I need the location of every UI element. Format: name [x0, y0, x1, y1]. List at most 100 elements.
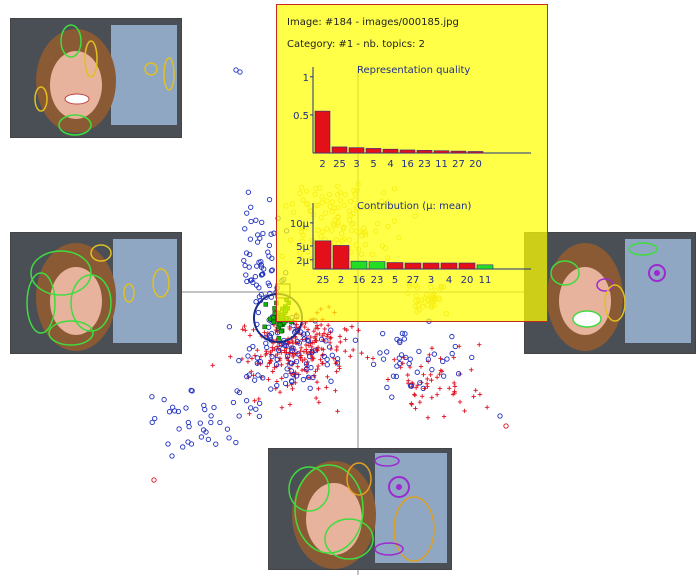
- scatter-point: [425, 415, 431, 420]
- scatter-point: [401, 336, 407, 342]
- scatter-point: [397, 360, 403, 367]
- scatter-point: [303, 347, 309, 352]
- scatter-point: [318, 336, 325, 342]
- scatter-point: [310, 374, 316, 381]
- category-label: 25: [333, 159, 346, 170]
- scatter-point: [420, 394, 425, 399]
- scatter-point: [165, 441, 171, 447]
- scatter-point: [245, 189, 251, 195]
- bar: [350, 260, 368, 270]
- thumbnail-left[interactable]: [10, 232, 182, 354]
- scatter-point: [241, 257, 247, 264]
- scatter-point: [327, 335, 333, 341]
- scatter-point: [253, 263, 260, 269]
- scatter-point: [180, 444, 186, 450]
- bar-chart-1: 10µ 5µ 2µ 25 2 16 23 5 27 3 4 20 11: [290, 203, 531, 286]
- thumbnail-right[interactable]: [524, 232, 696, 354]
- scatter-point: [260, 375, 266, 381]
- bar: [458, 262, 476, 270]
- scatter-point: [402, 331, 408, 337]
- scatter-point: [247, 251, 253, 258]
- category-label: 4: [387, 159, 393, 170]
- scatter-point: [251, 327, 256, 332]
- scatter-point: [149, 419, 155, 426]
- scatter-point: [256, 400, 263, 407]
- scatter-point: [217, 419, 223, 426]
- scatter-point: [268, 358, 274, 364]
- scatter-point: [252, 377, 258, 383]
- scatter-point: [397, 339, 403, 346]
- scatter-point: [333, 388, 338, 393]
- scatter-point: [328, 378, 334, 384]
- scatter-point: [380, 356, 387, 362]
- scatter-point: [417, 380, 423, 386]
- scatter-point: [274, 344, 280, 349]
- scatter-point: [282, 350, 288, 355]
- scatter-point: [484, 405, 490, 410]
- scatter-point: [302, 356, 308, 362]
- scatter-point: [245, 353, 251, 359]
- scatter-point: [151, 477, 157, 483]
- scatter-point: [266, 324, 272, 330]
- scatter-point: [255, 372, 261, 378]
- scatter-point: [311, 328, 317, 334]
- scatter-point: [149, 394, 155, 400]
- scatter-point: [282, 380, 289, 387]
- scatter-point: [243, 250, 250, 256]
- scatter-point: [329, 352, 335, 358]
- scatter-point: [471, 394, 476, 399]
- scatter-point: [269, 255, 275, 261]
- scatter-point: [230, 399, 237, 406]
- y-tick-label: 5µ: [296, 242, 309, 253]
- scatter-point: [406, 360, 412, 367]
- scatter-point: [424, 381, 430, 386]
- scatter-point: [469, 354, 475, 361]
- scatter-point: [298, 348, 303, 354]
- scatter-point: [429, 395, 435, 400]
- scatter-point: [352, 337, 359, 343]
- scatter-point: [276, 347, 282, 353]
- scatter-point: [290, 338, 295, 344]
- category-label: 20: [469, 159, 482, 170]
- scatter-point: [349, 324, 355, 329]
- scatter-point: [266, 377, 271, 382]
- scatter-point: [266, 242, 273, 249]
- scatter-point: [198, 434, 205, 440]
- scatter-point: [321, 353, 327, 359]
- scatter-point: [473, 388, 478, 393]
- category-label: 11: [479, 275, 492, 286]
- scatter-point: [253, 282, 260, 288]
- scatter-point: [318, 357, 323, 362]
- scatter-point: [258, 258, 264, 265]
- scatter-point: [268, 268, 275, 274]
- scatter-point: [277, 390, 283, 395]
- bar: [467, 151, 484, 154]
- scatter-point: [394, 363, 400, 369]
- bar: [368, 261, 386, 270]
- scatter-point: [208, 419, 214, 426]
- scatter-point: [301, 349, 307, 354]
- category-label: 16: [353, 275, 366, 286]
- y-tick-label: 1: [303, 73, 309, 84]
- scatter-point: [183, 405, 189, 411]
- scatter-point: [306, 353, 313, 360]
- bar: [331, 146, 348, 154]
- scatter-point: [313, 369, 318, 374]
- scatter-point: [457, 399, 463, 405]
- thumbnail-bottom[interactable]: [268, 448, 452, 570]
- scatter-point: [318, 322, 324, 328]
- scatter-point: [314, 379, 320, 385]
- scatter-point: [246, 372, 252, 378]
- scatter-point: [413, 385, 419, 390]
- scatter-point: [305, 338, 312, 344]
- bar: [440, 262, 458, 270]
- scatter-point: [316, 386, 321, 391]
- scatter-point: [385, 377, 391, 382]
- scatter-point: [325, 374, 330, 379]
- category-label: 2: [319, 159, 325, 170]
- scatter-point: [314, 323, 320, 328]
- scatter-point: [205, 436, 212, 443]
- scatter-point: [268, 386, 274, 392]
- thumbnail-top-left[interactable]: [10, 18, 182, 138]
- scatter-point: [316, 400, 322, 405]
